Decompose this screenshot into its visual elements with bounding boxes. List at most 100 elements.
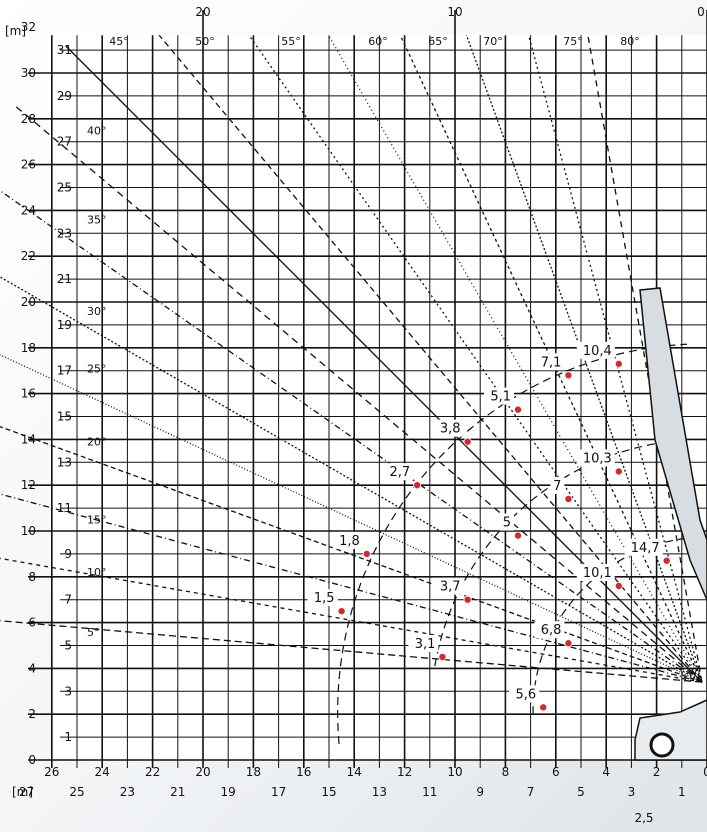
y-tick-label: 16 <box>21 387 36 401</box>
y-tick-label: 15 <box>57 410 72 424</box>
x-tick-label-lower: 17 <box>271 785 286 799</box>
boom-line <box>0 276 703 683</box>
load-point-label: 2,7 <box>390 465 411 480</box>
top-tick-label: 10 <box>447 5 462 19</box>
load-point-label-bg <box>576 563 615 581</box>
y-tick-label: 7 <box>64 593 72 607</box>
load-point-label: 3,8 <box>440 422 461 437</box>
load-point-label-bg <box>534 353 565 371</box>
x-tick-label-lower: 27 <box>19 785 34 799</box>
load-point-marker <box>463 595 472 604</box>
load-point-marker <box>463 437 472 446</box>
load-point-marker <box>564 371 573 380</box>
load-point-label: 5 <box>503 516 511 531</box>
y-tick-label: 31 <box>57 43 72 57</box>
y-tick-label: 17 <box>57 364 72 378</box>
load-point-label-bg <box>624 538 663 556</box>
x-tick-label-upper: 24 <box>95 765 110 779</box>
x-tick-label-upper: 6 <box>552 765 560 779</box>
load-point-marker <box>514 531 523 540</box>
x-tick-label-upper: 18 <box>246 765 261 779</box>
boom-angle-top-label: 65° <box>428 35 448 48</box>
x-tick-label-lower: 11 <box>422 785 437 799</box>
load-point-marker <box>362 549 371 558</box>
x-tick-label-upper: 14 <box>347 765 362 779</box>
boom-angle-left-label: 10° <box>87 566 107 579</box>
y-tick-label: 5 <box>64 639 72 653</box>
x-tick-label-lower: 21 <box>170 785 185 799</box>
load-point-label: 14,7 <box>631 541 660 556</box>
x-tick-label-lower: 13 <box>372 785 387 799</box>
load-point-label: 7,1 <box>541 355 562 370</box>
load-point-label-bg <box>433 577 464 595</box>
x-tick-label-lower: 23 <box>120 785 135 799</box>
load-point-marker <box>614 359 623 368</box>
y-tick-label: 29 <box>57 89 72 103</box>
load-point-label-bg <box>408 634 439 652</box>
y-tick-label: 27 <box>57 135 72 149</box>
y-tick-label: 18 <box>21 341 36 355</box>
y-tick-label: 0 <box>28 753 36 767</box>
x-tick-label-lower: 5 <box>577 785 585 799</box>
boom-line <box>0 189 703 683</box>
boom-angle-top-label: 75° <box>563 35 583 48</box>
load-point-marker <box>539 703 548 712</box>
load-point-marker <box>614 467 623 476</box>
x-tick-label-lower: 1 <box>678 785 686 799</box>
boom-angle-top-label: 80° <box>620 35 640 48</box>
y-tick-label: 3 <box>64 684 72 698</box>
load-point-label: 6,8 <box>541 623 562 638</box>
x-tick-label-lower: 19 <box>221 785 236 799</box>
boom-angle-top-label: 45° <box>109 35 129 48</box>
boom-angle-left-label: 15° <box>87 514 107 527</box>
load-point-label: 3,1 <box>415 637 436 652</box>
top-tick-label: 20 <box>195 5 210 19</box>
y-tick-label: 10 <box>21 524 36 538</box>
boom-line <box>0 620 703 683</box>
boom-angle-left-label: 40° <box>87 124 107 137</box>
boom-line <box>0 354 703 683</box>
y-tick-label: 25 <box>57 181 72 195</box>
load-point-label-bg <box>307 589 338 607</box>
x-extra-tick-label: 2,5 <box>634 811 653 825</box>
load-point-label-bg <box>576 449 615 467</box>
y-tick-label: 28 <box>21 112 36 126</box>
crane-wheel <box>649 732 675 758</box>
load-point-marker <box>564 639 573 648</box>
y-tick-label: 6 <box>28 616 36 630</box>
load-point-label: 5,1 <box>490 390 511 405</box>
boom-line <box>527 35 703 683</box>
boom-angle-top-label: 55° <box>281 35 301 48</box>
crane-silhouette <box>634 287 707 761</box>
load-point-label: 10,4 <box>583 344 612 359</box>
load-point-label-bg <box>550 476 565 494</box>
boom-angle-left-label: 30° <box>87 305 107 318</box>
load-point-label-bg <box>534 621 565 639</box>
y-tick-label: 1 <box>64 730 72 744</box>
y-tick-label: 22 <box>21 249 36 263</box>
boom-line <box>0 557 703 683</box>
x-tick-label-upper: 10 <box>447 765 462 779</box>
x-tick-label-upper: 0 <box>703 765 707 779</box>
x-tick-label-upper: 4 <box>602 765 610 779</box>
y-tick-label: 32 <box>21 20 36 34</box>
load-point-label: 10,1 <box>583 566 612 581</box>
boom-angle-top-label: 70° <box>483 35 503 48</box>
boom-angle-left-label: 25° <box>87 362 107 375</box>
y-tick-label: 9 <box>64 547 72 561</box>
load-point-label-bg <box>383 463 414 481</box>
y-tick-label: 4 <box>28 661 36 675</box>
x-tick-label-lower: 15 <box>321 785 336 799</box>
load-point-marker <box>438 652 447 661</box>
x-tick-label-lower: 9 <box>476 785 484 799</box>
boom-angle-left-label: 35° <box>87 214 107 227</box>
y-tick-label: 26 <box>21 158 36 172</box>
y-tick-label: 20 <box>21 295 36 309</box>
load-points: 10,4 7,1 5,1 3,8 10,3 2,7 7 5 1,8 14,7 10,1 3,7 1,5 6… <box>307 341 671 712</box>
load-point-label: 7 <box>553 479 561 494</box>
boom-line <box>0 425 703 683</box>
boom-angle-top-label: 60° <box>368 35 388 48</box>
top-tick-label: 0 <box>697 5 705 19</box>
y-tick-label: 19 <box>57 318 72 332</box>
x-tick-label-upper: 12 <box>397 765 412 779</box>
